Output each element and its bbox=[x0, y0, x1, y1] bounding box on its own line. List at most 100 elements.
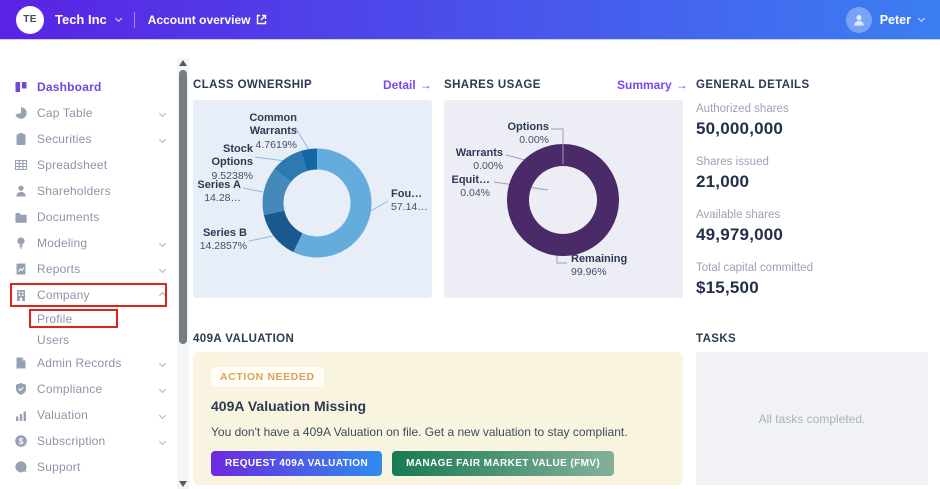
sidebar-item-label: Company bbox=[37, 288, 90, 302]
sidebar-item-reports[interactable]: Reports bbox=[0, 256, 177, 282]
pie-chart-icon bbox=[14, 106, 28, 120]
sidebar-item-modeling[interactable]: Modeling bbox=[0, 230, 177, 256]
manage-fmv-button[interactable]: MANAGE FAIR MARKET VALUE (FMV) bbox=[392, 451, 615, 476]
valuation-409a-title: 409A VALUATION bbox=[193, 333, 295, 345]
callout-founders: Fou… 57.14… bbox=[391, 188, 428, 214]
external-link-icon bbox=[257, 14, 267, 25]
sidebar-item-label: Securities bbox=[37, 132, 92, 146]
sidebar-item-securities[interactable]: Securities bbox=[0, 126, 177, 152]
sidebar-item-label: Users bbox=[37, 332, 70, 347]
sidebar-item-label: Support bbox=[37, 460, 81, 474]
sidebar-item-spreadsheet[interactable]: Spreadsheet bbox=[0, 152, 177, 178]
detail-label: Shares issued bbox=[696, 156, 769, 168]
detail-value: 49,979,000 bbox=[696, 225, 784, 244]
sidebar-item-documents[interactable]: Documents bbox=[0, 204, 177, 230]
chevron-down-icon bbox=[158, 239, 167, 247]
class-ownership-detail-link[interactable]: Detail → bbox=[383, 78, 432, 92]
general-detail-item: Available shares 49,979,000 bbox=[696, 209, 928, 245]
valuation-missing-body: You don't have a 409A Valuation on file.… bbox=[211, 425, 628, 439]
general-detail-item: Shares issued 21,000 bbox=[696, 156, 928, 192]
request-409a-valuation-button[interactable]: REQUEST 409A VALUATION bbox=[211, 451, 383, 476]
detail-value: 21,000 bbox=[696, 172, 750, 191]
chevron-down-icon bbox=[158, 265, 167, 273]
company-avatar[interactable]: TE bbox=[16, 5, 44, 34]
chevron-down-icon bbox=[158, 411, 167, 419]
callout-common-warrants: Common Warrants 4.7619% bbox=[249, 112, 297, 151]
detail-label: Authorized shares bbox=[696, 103, 789, 115]
valuation-409a-card: ACTION NEEDED 409A Valuation Missing You… bbox=[193, 352, 683, 485]
class-ownership-donut-chart bbox=[242, 126, 389, 258]
company-name[interactable]: Tech Inc bbox=[55, 12, 107, 27]
account-overview-link[interactable]: Account overview bbox=[148, 13, 268, 27]
scroll-up-arrow-icon[interactable] bbox=[179, 60, 187, 66]
sidebar-item-compliance[interactable]: Compliance bbox=[0, 376, 177, 402]
report-icon bbox=[14, 262, 28, 276]
sidebar-item-users[interactable]: Users bbox=[0, 329, 177, 350]
sidebar-item-label: Spreadsheet bbox=[37, 158, 108, 172]
sidebar-item-support[interactable]: Support bbox=[0, 454, 177, 480]
arrow-right-icon: → bbox=[675, 78, 688, 92]
scroll-down-arrow-icon[interactable] bbox=[179, 481, 187, 487]
callout-series-a: Series A 14.28… bbox=[197, 179, 241, 205]
support-icon bbox=[14, 460, 28, 474]
scrollbar-thumb[interactable] bbox=[179, 70, 187, 344]
sidebar-item-label: Documents bbox=[37, 210, 100, 224]
shield-icon bbox=[14, 382, 28, 396]
chevron-down-icon[interactable] bbox=[114, 14, 122, 22]
dollar-icon: $ bbox=[14, 434, 28, 448]
svg-text:$: $ bbox=[19, 436, 24, 446]
action-needed-badge: ACTION NEEDED bbox=[211, 367, 324, 387]
callout-stock-options: Stock Options 9.5238% bbox=[211, 143, 253, 182]
user-menu[interactable]: Peter bbox=[845, 6, 926, 33]
spreadsheet-icon bbox=[14, 158, 28, 172]
sidebar-scrollbar[interactable] bbox=[177, 58, 189, 489]
folder-icon bbox=[14, 210, 28, 224]
sidebar-item-cap-table[interactable]: Cap Table bbox=[0, 100, 177, 126]
general-detail-item: Authorized shares 50,000,000 bbox=[696, 103, 928, 139]
growth-chart-icon bbox=[14, 408, 28, 422]
lightbulb-icon bbox=[14, 236, 28, 250]
person-icon bbox=[14, 184, 28, 198]
tasks-title: TASKS bbox=[696, 333, 737, 345]
sidebar-item-subscription[interactable]: $ Subscription bbox=[0, 428, 177, 454]
sidebar-item-profile[interactable]: Profile bbox=[0, 308, 177, 329]
detail-link-label: Detail bbox=[383, 78, 416, 92]
tasks-card: All tasks completed. bbox=[696, 352, 928, 485]
callout-options: Options 0.00% bbox=[507, 121, 549, 147]
account-overview-label: Account overview bbox=[147, 12, 251, 27]
divider bbox=[133, 11, 135, 28]
sidebar-item-label: Dashboard bbox=[37, 80, 102, 94]
topbar: TE Tech Inc Account overview Peter bbox=[0, 0, 940, 40]
person-icon bbox=[853, 14, 864, 26]
general-details-title: GENERAL DETAILS bbox=[696, 79, 810, 91]
detail-label: Total capital committed bbox=[696, 262, 813, 274]
sidebar-item-dashboard[interactable]: Dashboard bbox=[0, 74, 177, 100]
chevron-down-icon bbox=[158, 359, 167, 367]
summary-link-label: Summary bbox=[617, 78, 672, 92]
shares-usage-donut-chart bbox=[493, 128, 619, 264]
sidebar-item-company[interactable]: Company bbox=[0, 282, 177, 308]
class-ownership-title: CLASS OWNERSHIP bbox=[193, 79, 313, 91]
chevron-down-icon[interactable] bbox=[917, 14, 926, 22]
sidebar-item-valuation[interactable]: Valuation bbox=[0, 402, 177, 428]
sidebar-item-label: Profile bbox=[37, 311, 73, 326]
valuation-button-row: REQUEST 409A VALUATION MANAGE FAIR MARKE… bbox=[211, 451, 665, 476]
chevron-down-icon bbox=[158, 437, 167, 445]
callout-remaining: Remaining 99.96% bbox=[571, 253, 628, 279]
sidebar-item-label: Shareholders bbox=[37, 184, 111, 198]
shares-usage-summary-link[interactable]: Summary → bbox=[617, 78, 688, 92]
detail-value: $15,500 bbox=[696, 278, 759, 297]
arrow-right-icon: → bbox=[419, 78, 432, 92]
callout-series-b: Series B 14.2857% bbox=[199, 227, 247, 253]
chevron-down-icon bbox=[158, 135, 167, 143]
sidebar-item-label: Valuation bbox=[37, 408, 88, 422]
general-detail-item: Total capital committed $15,500 bbox=[696, 262, 928, 298]
user-avatar bbox=[845, 6, 872, 33]
chevron-down-icon bbox=[158, 109, 167, 117]
sidebar-item-admin-records[interactable]: Admin Records bbox=[0, 350, 177, 376]
sidebar-item-shareholders[interactable]: Shareholders bbox=[0, 178, 177, 204]
leader-lines bbox=[242, 126, 389, 242]
chevron-up-icon bbox=[158, 291, 167, 299]
callout-warrants: Warrants 0.00% bbox=[455, 147, 503, 173]
